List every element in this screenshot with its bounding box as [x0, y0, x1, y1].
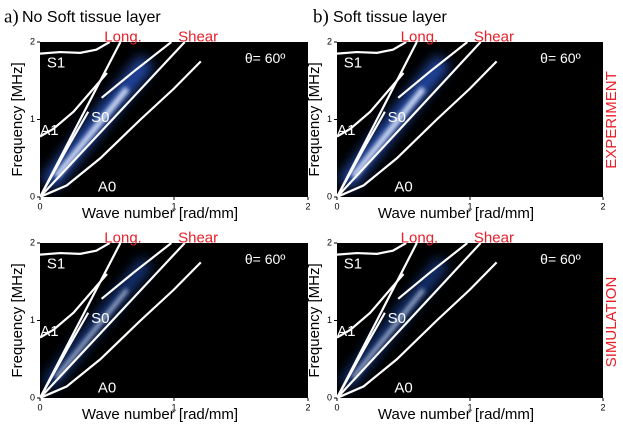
dispersion-curve	[337, 243, 482, 398]
dispersion-curve	[337, 42, 482, 197]
panel-label: b)	[313, 6, 329, 27]
y-tick-label: 2	[327, 36, 332, 46]
curve-label: A1	[337, 122, 355, 139]
plot-area: S1 A1 S0 A0	[40, 243, 202, 398]
x-tick-label: 0	[37, 402, 42, 412]
plot-area: S1 A1 S0 A0	[337, 243, 498, 398]
y-tick-label: 0	[327, 191, 332, 201]
curve-label: S0	[91, 109, 109, 126]
annotation: θ= 60º	[245, 50, 286, 66]
curve-label: A1	[40, 122, 58, 139]
x-tick-label: 0	[334, 201, 339, 211]
curve-label: A0	[98, 380, 116, 397]
y-tick-label: 0	[30, 191, 35, 201]
y-tick-label: 0	[30, 392, 35, 402]
y-axis-label: Frequency [MHz]	[9, 263, 26, 377]
dispersion-curve	[40, 60, 202, 197]
dispersion-curve	[40, 273, 108, 339]
dispersion-curve	[337, 60, 498, 197]
dispersion-curve	[337, 243, 407, 256]
y-tick-label: 1	[327, 315, 332, 325]
y-tick-label: 2	[30, 36, 35, 46]
annotation: θ= 60º	[245, 251, 286, 267]
x-tick-label: 2	[305, 201, 310, 211]
column-title: Soft tissue layer	[333, 9, 448, 26]
x-tick-label: 2	[305, 402, 310, 412]
y-axis-label: Frequency [MHz]	[306, 263, 323, 377]
x-axis-label: Wave number [rad/mm]	[378, 406, 534, 423]
x-tick-label: 2	[600, 201, 605, 211]
x-tick-label: 2	[600, 402, 605, 412]
dispersion-curve	[40, 243, 111, 256]
row-label: EXPERIMENT	[603, 71, 620, 169]
curve-label: A0	[394, 380, 412, 397]
dispersion-curve	[40, 72, 108, 138]
dispersion-curve	[40, 243, 186, 398]
curve-label: S1	[344, 55, 362, 72]
curve-label: S0	[91, 310, 109, 327]
y-tick-label: 1	[30, 315, 35, 325]
dispersion-curve	[40, 42, 186, 197]
curve-label: Long.	[104, 229, 142, 246]
plot: S1 A1 S0 A0 Long. Shear θ= 60º 0 1 2 0 1 2 Wave numbe…	[306, 28, 606, 222]
plot: S1 A1 S0 A0 Long. Shear θ= 60º 0 1 2 0 1 2 Wave numbe…	[9, 229, 311, 423]
x-tick-label: 0	[334, 402, 339, 412]
dispersion-curve	[337, 243, 469, 398]
annotation: θ= 60º	[540, 50, 581, 66]
x-tick-label: 1	[467, 402, 472, 412]
annotation: θ= 60º	[540, 251, 581, 267]
dispersion-curve	[337, 42, 407, 55]
energy-core	[350, 86, 426, 179]
curve-label: Long.	[401, 28, 439, 45]
panel-label: a)	[4, 6, 19, 27]
dispersion-curve	[337, 42, 469, 197]
dispersion-curve	[337, 72, 405, 138]
column-title: No Soft tissue layer	[22, 9, 161, 26]
curve-label: Shear	[178, 28, 218, 45]
curve-label: S0	[388, 109, 406, 126]
plot: S1 A1 S0 A0 Long. Shear θ= 60º 0 1 2 0 1 2 Wave numbe…	[9, 28, 311, 222]
y-tick-label: 2	[30, 237, 35, 247]
energy-core	[53, 86, 130, 179]
y-tick-label: 1	[327, 114, 332, 124]
plot-area: S1 A1 S0 A0	[40, 42, 202, 197]
dispersion-curve	[40, 42, 111, 55]
x-axis-label: Wave number [rad/mm]	[82, 205, 238, 222]
curve-label: A1	[40, 323, 58, 340]
curve-label: A0	[98, 179, 116, 196]
y-tick-label: 1	[30, 114, 35, 124]
curve-label: Long.	[104, 28, 142, 45]
x-tick-label: 0	[37, 201, 42, 211]
dispersion-curve	[337, 261, 498, 398]
y-tick-label: 2	[327, 237, 332, 247]
row-label: SIMULATION	[603, 277, 620, 368]
curve-label: A0	[394, 179, 412, 196]
dispersion-curve	[40, 42, 172, 197]
dispersion-curve	[40, 243, 172, 398]
x-axis-label: Wave number [rad/mm]	[82, 406, 238, 423]
x-axis-label: Wave number [rad/mm]	[378, 205, 534, 222]
curve-label: S1	[47, 256, 65, 273]
y-tick-label: 0	[327, 392, 332, 402]
dispersion-curve	[40, 261, 202, 398]
curve-label: Shear	[178, 229, 218, 246]
curve-label: A1	[337, 323, 355, 340]
curve-label: S1	[344, 256, 362, 273]
y-axis-label: Frequency [MHz]	[9, 62, 26, 176]
curve-label: Shear	[474, 229, 514, 246]
curve-label: S0	[388, 310, 406, 327]
curve-label: S1	[47, 55, 65, 72]
x-tick-label: 1	[171, 201, 176, 211]
plot: S1 A1 S0 A0 Long. Shear θ= 60º 0 1 2 0 1 2 Wave numbe…	[306, 229, 606, 423]
x-tick-label: 1	[171, 402, 176, 412]
x-tick-label: 1	[467, 201, 472, 211]
y-axis-label: Frequency [MHz]	[306, 62, 323, 176]
energy-core	[351, 288, 425, 379]
plot-area: S1 A1 S0 A0	[337, 42, 498, 197]
curve-label: Shear	[474, 28, 514, 45]
dispersion-curve	[337, 273, 405, 339]
energy-core	[54, 288, 129, 379]
curve-label: Long.	[401, 229, 439, 246]
